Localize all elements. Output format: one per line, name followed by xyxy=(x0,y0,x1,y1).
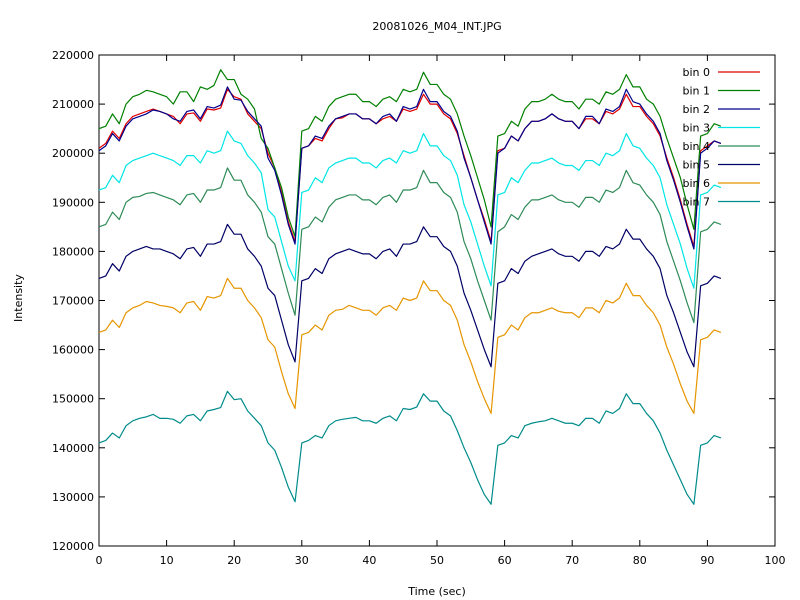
x-tick-label: 40 xyxy=(362,554,376,567)
legend-label-bin-6: bin 6 xyxy=(682,177,710,190)
plot-frame xyxy=(98,54,776,547)
y-tick-label: 130000 xyxy=(52,491,94,504)
series-line-bin-1 xyxy=(98,69,722,238)
series-line-bin-4 xyxy=(98,167,722,324)
x-tick-label: 20 xyxy=(227,554,241,567)
x-tick-label: 70 xyxy=(565,554,579,567)
y-tick-label: 150000 xyxy=(52,393,94,406)
legend-label-bin-5: bin 5 xyxy=(682,159,710,172)
legend-label-bin-2: bin 2 xyxy=(682,103,710,116)
y-tick-label: 210000 xyxy=(52,98,94,111)
x-tick-label: 80 xyxy=(633,554,647,567)
x-tick-label: 10 xyxy=(160,554,174,567)
y-tick-label: 120000 xyxy=(52,540,94,553)
series-line-bin-7 xyxy=(98,390,722,505)
y-tick-label: 180000 xyxy=(52,245,94,258)
chart-title: 20081026_M04_INT.JPG xyxy=(372,20,501,33)
x-tick-label: 0 xyxy=(96,554,103,567)
x-tick-label: 90 xyxy=(700,554,714,567)
x-tick-label: 30 xyxy=(295,554,309,567)
legend-label-bin-1: bin 1 xyxy=(682,85,710,98)
series-line-bin-0 xyxy=(98,88,722,248)
legend-label-bin-3: bin 3 xyxy=(682,122,710,135)
y-axis-label: Intensity xyxy=(12,274,25,322)
x-tick-label: 60 xyxy=(498,554,512,567)
y-tick-label: 170000 xyxy=(52,295,94,308)
legend-label-bin-4: bin 4 xyxy=(682,140,710,153)
y-tick-label: 190000 xyxy=(52,196,94,209)
legend-label-bin-7: bin 7 xyxy=(682,196,710,209)
x-tick-label: 50 xyxy=(430,554,444,567)
x-axis-label: Time (sec) xyxy=(407,585,466,598)
x-tick-label: 100 xyxy=(765,554,786,567)
series-line-bin-2 xyxy=(98,86,722,250)
series-line-bin-6 xyxy=(98,277,722,415)
series-line-bin-3 xyxy=(98,130,722,289)
y-tick-label: 200000 xyxy=(52,147,94,160)
legend-label-bin-0: bin 0 xyxy=(682,66,710,79)
y-tick-label: 220000 xyxy=(52,49,94,62)
plot-area: 120000 130000 140000 150000 160000 170000 1800… xyxy=(52,49,786,567)
y-tick-label: 160000 xyxy=(52,344,94,357)
series-line-bin-5 xyxy=(98,223,722,368)
y-tick-label: 140000 xyxy=(52,442,94,455)
